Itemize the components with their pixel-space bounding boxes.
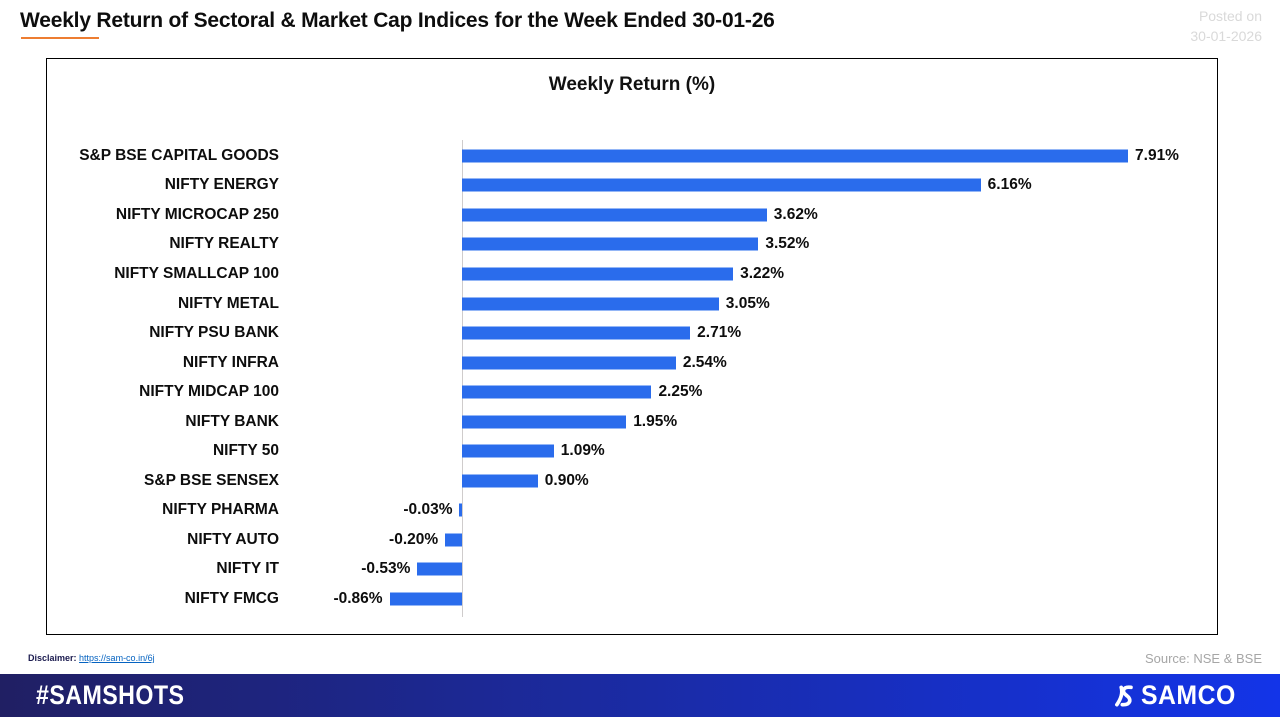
category-label: NIFTY ENERGY xyxy=(164,176,279,194)
value-label: 3.05% xyxy=(725,294,770,312)
bar xyxy=(462,208,767,222)
bar-row: NIFTY METAL 3.05% xyxy=(47,289,1217,319)
bar-row: S&P BSE SENSEX 0.90% xyxy=(47,466,1217,496)
bar-row: NIFTY PSU BANK 2.71% xyxy=(47,318,1217,348)
samco-logo: SAMCO xyxy=(1112,680,1244,711)
value-label: 7.91% xyxy=(1135,146,1179,164)
category-label: NIFTY INFRA xyxy=(182,353,279,371)
bar xyxy=(462,297,719,311)
posted-on-note: Posted on 30-01-2026 xyxy=(1190,6,1262,47)
bar xyxy=(462,178,981,192)
value-label: 0.90% xyxy=(544,471,589,489)
category-label: NIFTY FMCG xyxy=(184,590,279,608)
value-label: 3.52% xyxy=(765,235,810,253)
bar-row: NIFTY MIDCAP 100 2.25% xyxy=(47,377,1217,407)
posted-on-date: 30-01-2026 xyxy=(1190,28,1262,45)
category-label: NIFTY AUTO xyxy=(187,530,279,548)
disclaimer-note: Disclaimer: https://sam-co.in/6j xyxy=(28,653,155,663)
value-label: 3.22% xyxy=(740,264,785,282)
bar xyxy=(462,444,554,458)
category-label: S&P BSE CAPITAL GOODS xyxy=(79,146,279,164)
bar-row: NIFTY ENERGY 6.16% xyxy=(47,171,1217,201)
brand-footer: #SAMSHOTS SAMCO xyxy=(0,674,1280,717)
value-label: -0.86% xyxy=(333,590,383,608)
bar-row: NIFTY SMALLCAP 100 3.22% xyxy=(47,259,1217,289)
bar xyxy=(462,415,627,429)
bar xyxy=(389,592,462,606)
value-label: -0.20% xyxy=(389,530,439,548)
bar xyxy=(462,326,691,340)
page-title: Weekly Return of Sectoral & Market Cap I… xyxy=(20,9,775,32)
chart-title: Weekly Return (%) xyxy=(548,74,716,95)
samshots-hashtag: #SAMSHOTS xyxy=(36,680,185,710)
bar-row: S&P BSE CAPITAL GOODS 7.91% xyxy=(47,141,1217,171)
chart-container: Weekly Return (%) S&P BSE CAPITAL GOODS 7… xyxy=(46,58,1218,635)
zero-axis-line xyxy=(462,140,463,617)
category-label: NIFTY 50 xyxy=(212,442,279,460)
bar-row: NIFTY MICROCAP 250 3.62% xyxy=(47,200,1217,230)
value-label: 2.25% xyxy=(658,383,703,401)
bar-row: NIFTY AUTO -0.20% xyxy=(47,525,1217,555)
value-label: 2.54% xyxy=(682,353,727,371)
category-label: NIFTY PHARMA xyxy=(162,501,279,519)
source-note: Source: NSE & BSE xyxy=(1144,651,1262,666)
category-label: NIFTY BANK xyxy=(185,412,279,430)
value-label: 6.16% xyxy=(987,176,1032,194)
value-label: 1.95% xyxy=(633,412,678,430)
value-label: 3.62% xyxy=(773,205,818,223)
disclaimer-label: Disclaimer: xyxy=(28,653,77,663)
bar xyxy=(459,503,462,517)
bar xyxy=(462,356,676,370)
disclaimer-link[interactable]: https://sam-co.in/6j xyxy=(79,653,155,663)
bar xyxy=(462,237,759,251)
category-label: NIFTY MIDCAP 100 xyxy=(139,383,279,401)
bar xyxy=(462,474,538,488)
bar-row: NIFTY INFRA 2.54% xyxy=(47,348,1217,378)
value-label: 1.09% xyxy=(560,442,605,460)
category-label: NIFTY MICROCAP 250 xyxy=(115,205,279,223)
value-label: 2.71% xyxy=(697,324,742,342)
posted-on-label: Posted on xyxy=(1198,8,1262,24)
samco-logo-text: SAMCO xyxy=(1141,680,1236,710)
bar-row: NIFTY BANK 1.95% xyxy=(47,407,1217,437)
category-label: NIFTY METAL xyxy=(177,294,279,312)
value-label: -0.03% xyxy=(403,501,453,519)
bar-row: NIFTY IT -0.53% xyxy=(47,555,1217,585)
value-label: -0.53% xyxy=(361,560,411,578)
samco-logo-icon xyxy=(1115,684,1133,707)
bar-row: NIFTY 50 1.09% xyxy=(47,437,1217,467)
bar xyxy=(462,267,734,281)
category-label: NIFTY SMALLCAP 100 xyxy=(114,264,279,282)
category-label: NIFTY PSU BANK xyxy=(149,324,279,342)
category-label: NIFTY REALTY xyxy=(169,235,279,253)
bar xyxy=(417,562,462,576)
bar xyxy=(445,533,462,547)
bar xyxy=(462,385,652,399)
bar-row: NIFTY PHARMA -0.03% xyxy=(47,496,1217,526)
bar xyxy=(462,149,1129,163)
category-label: NIFTY IT xyxy=(216,560,279,578)
bar-row: NIFTY REALTY 3.52% xyxy=(47,230,1217,260)
category-label: S&P BSE SENSEX xyxy=(144,471,279,489)
bar-row: NIFTY FMCG -0.86% xyxy=(47,584,1217,614)
title-underline-accent xyxy=(21,37,99,39)
